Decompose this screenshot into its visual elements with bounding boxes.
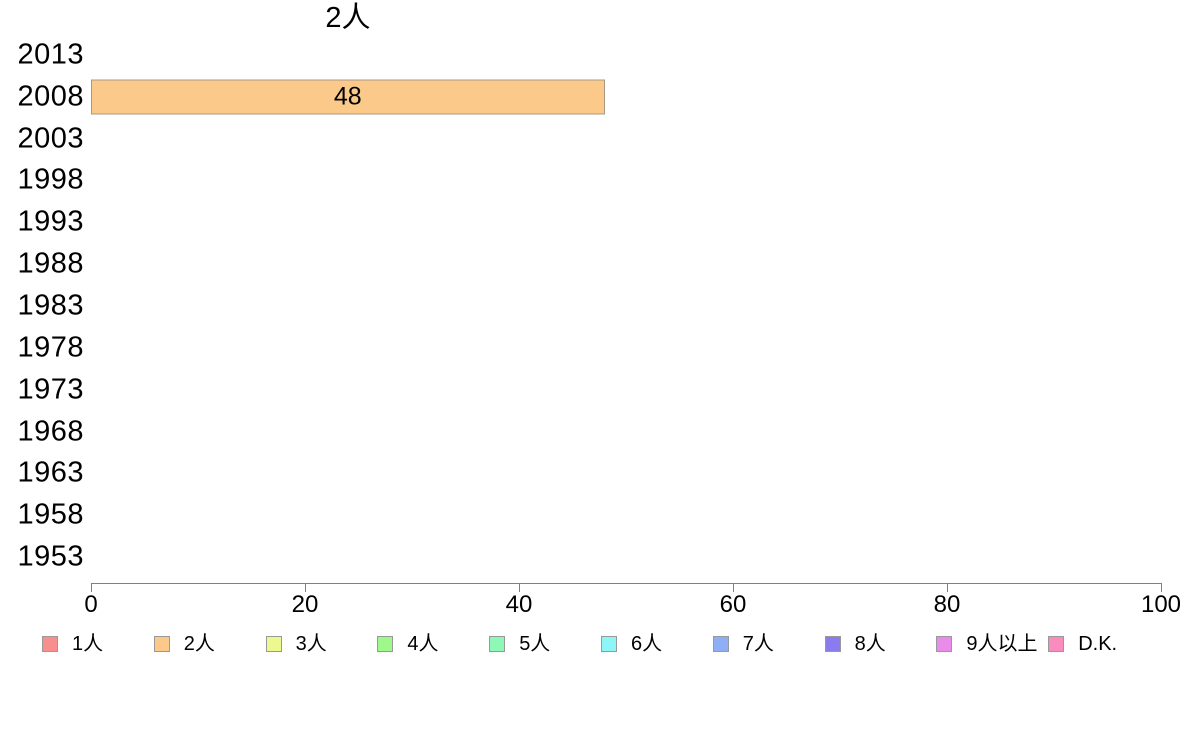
x-axis-tick (1161, 583, 1162, 592)
x-axis-tick-label: 0 (84, 591, 98, 618)
y-axis-label: 1983 (17, 289, 84, 322)
bar-value-label: 48 (333, 82, 362, 111)
x-axis-tick-label: 20 (291, 591, 319, 618)
y-axis-label: 1973 (17, 373, 84, 406)
x-axis-tick (947, 583, 948, 592)
x-axis-tick-label: 40 (505, 591, 533, 618)
legend-color-swatch (42, 636, 58, 652)
legend-label: 2人 (183, 633, 215, 655)
legend-color-swatch (153, 636, 170, 652)
legend-item-1: 1人 (42, 633, 103, 655)
bar-2008: 48 (91, 79, 605, 115)
legend-item-9: 9人以上 (936, 633, 1038, 655)
y-axis-label: 1988 (17, 247, 84, 280)
chart-title: 2人 (325, 2, 371, 34)
legend-item-6: 6人 (601, 633, 662, 655)
y-axis-label: 1993 (17, 205, 84, 238)
legend-color-swatch (824, 636, 841, 652)
x-axis-tick (305, 583, 306, 592)
y-axis-labels: 2013 2008 2003 1998 1993 1988 1983 1978 1973 1968… (0, 34, 84, 578)
y-axis-label: 1958 (17, 498, 84, 531)
legend-item-7: 7人 (712, 633, 774, 655)
legend-color-swatch (712, 636, 729, 652)
legend-label: 4人 (407, 633, 439, 655)
legend-item-3: 3人 (265, 633, 327, 655)
y-axis-label: 2013 (17, 38, 84, 71)
legend-color-swatch (601, 636, 617, 652)
x-axis-tick (91, 583, 92, 592)
x-axis-tick-label: 60 (719, 591, 747, 618)
x-axis-line (91, 583, 1162, 584)
legend-label: 5人 (519, 633, 551, 655)
legend-label: 7人 (742, 633, 774, 655)
legend-color-swatch (377, 636, 394, 652)
legend-label: 6人 (631, 633, 663, 655)
plot-area: 48 (91, 34, 1161, 578)
legend-color-swatch (265, 636, 282, 652)
x-axis-tick (733, 583, 734, 592)
y-axis-label: 1998 (17, 163, 84, 196)
legend-item-10: D.K. (1048, 633, 1117, 655)
y-axis-label: 2003 (17, 122, 84, 155)
legend-item-4: 4人 (377, 633, 439, 655)
legend-label: 8人 (854, 633, 886, 655)
y-axis-label: 1978 (17, 331, 84, 364)
x-axis-tick (519, 583, 520, 592)
legend-label: D.K. (1078, 633, 1118, 655)
legend-item-2: 2人 (153, 633, 215, 655)
y-axis-label: 1968 (17, 415, 84, 448)
y-axis-label: 1953 (17, 540, 84, 573)
legend-color-swatch (1048, 636, 1065, 652)
x-axis-tick-label: 100 (1140, 591, 1182, 618)
legend: 1人 2人 3人 4人 5人 6人 7人 8人 9人以上 D.K. (0, 633, 1188, 655)
legend-label: 1人 (72, 633, 104, 655)
y-axis-label: 2008 (17, 80, 84, 113)
legend-item-8: 8人 (824, 633, 886, 655)
legend-label: 9人以上 (966, 633, 1038, 655)
legend-item-5: 5人 (489, 633, 550, 655)
legend-label: 3人 (295, 633, 327, 655)
x-axis-tick-label: 80 (933, 591, 961, 618)
y-axis-label: 1963 (17, 456, 84, 489)
legend-color-swatch (489, 636, 506, 652)
legend-color-swatch (936, 636, 953, 652)
